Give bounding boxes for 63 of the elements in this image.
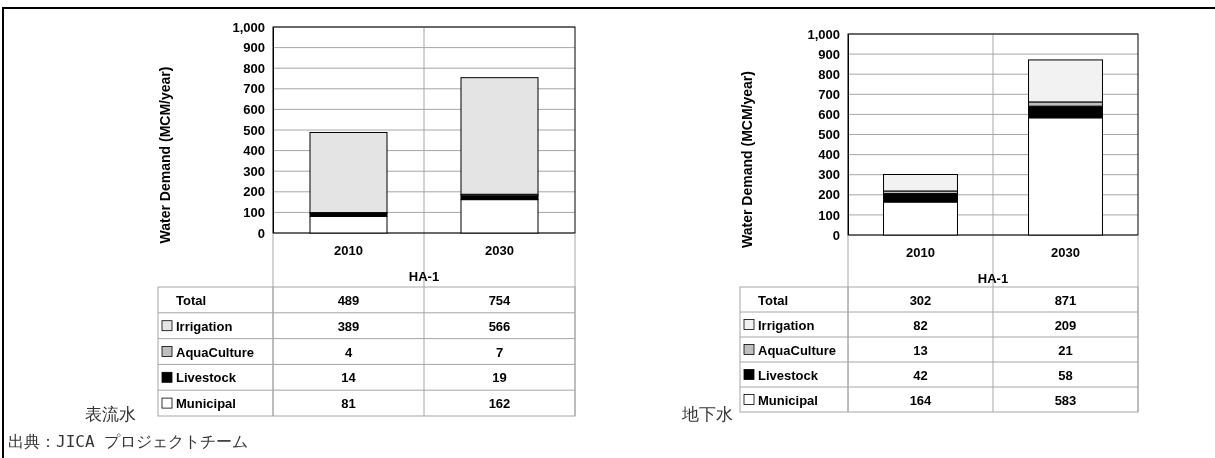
source-note: 出典：JICA プロジェクトチーム xyxy=(8,432,249,451)
legend-label: Municipal xyxy=(176,396,236,412)
data-label: 7 xyxy=(495,344,504,360)
data-label: 164 xyxy=(909,392,933,408)
legend-label: Irrigation xyxy=(758,317,815,333)
y-tick-label: 200 xyxy=(818,187,840,203)
y-axis-title: Water Demand (MCM/year) xyxy=(157,66,173,244)
y-tick-label: 900 xyxy=(818,46,840,62)
x-axis-title: HA-1 xyxy=(977,271,1009,286)
y-tick-label: 800 xyxy=(243,60,265,76)
y-tick-label: 800 xyxy=(818,66,840,82)
y-tick-label: 700 xyxy=(818,86,840,102)
x-tick-label: 2010 xyxy=(334,243,363,258)
x-axis-title: HA-1 xyxy=(408,269,440,284)
y-tick-label: 1,000 xyxy=(232,19,265,35)
legend-label: AquaCulture xyxy=(758,342,836,358)
text: 489 xyxy=(337,292,360,308)
legend-label: Irrigation xyxy=(176,318,233,334)
y-tick-label: 400 xyxy=(243,143,265,159)
x-tick-label: 2010 xyxy=(906,245,935,260)
y-axis-title: Water Demand (MCM/year) xyxy=(739,71,755,248)
text: 表流水 xyxy=(85,404,136,424)
data-label: 162 xyxy=(488,396,511,412)
y-tick-label: 100 xyxy=(243,205,265,221)
text: Total xyxy=(758,292,789,308)
y-tick-label: 600 xyxy=(243,102,265,118)
text: Total xyxy=(176,292,207,308)
text: 地下水 xyxy=(681,404,733,424)
data-label: 13 xyxy=(913,342,928,358)
y-tick-label: 0 xyxy=(832,227,840,243)
y-tick-label: 1,000 xyxy=(807,26,840,42)
legend-label: Livestock xyxy=(758,367,819,383)
data-label: 389 xyxy=(337,318,360,334)
x-tick-label: 2030 xyxy=(1051,245,1080,260)
data-label: 21 xyxy=(1058,342,1073,358)
text: 754 xyxy=(488,292,512,308)
text: 302 xyxy=(909,292,932,308)
y-tick-label: 300 xyxy=(818,167,840,183)
legend-label: Livestock xyxy=(176,370,237,386)
y-tick-label: 300 xyxy=(243,163,265,179)
y-tick-label: 0 xyxy=(257,225,265,241)
data-label: 566 xyxy=(488,318,511,334)
data-label: 14 xyxy=(341,370,357,386)
y-tick-label: 900 xyxy=(243,40,265,56)
text: 871 xyxy=(1054,292,1077,308)
y-tick-label: 500 xyxy=(243,122,265,138)
data-label: 42 xyxy=(913,367,928,383)
data-label: 209 xyxy=(1054,317,1077,333)
y-tick-label: 100 xyxy=(818,207,840,223)
data-label: 583 xyxy=(1054,392,1077,408)
data-label: 58 xyxy=(1058,367,1073,383)
y-tick-label: 600 xyxy=(818,107,840,123)
data-label: 19 xyxy=(492,370,507,386)
data-label: 81 xyxy=(341,396,356,412)
legend-label: AquaCulture xyxy=(176,344,254,360)
y-tick-label: 200 xyxy=(243,184,265,200)
y-tick-label: 500 xyxy=(818,127,840,143)
y-tick-label: 400 xyxy=(818,147,840,163)
x-tick-label: 2030 xyxy=(485,243,514,258)
data-label: 82 xyxy=(913,317,928,333)
legend-label: Municipal xyxy=(758,392,818,408)
y-tick-label: 700 xyxy=(243,81,265,97)
data-label: 4 xyxy=(344,344,353,360)
